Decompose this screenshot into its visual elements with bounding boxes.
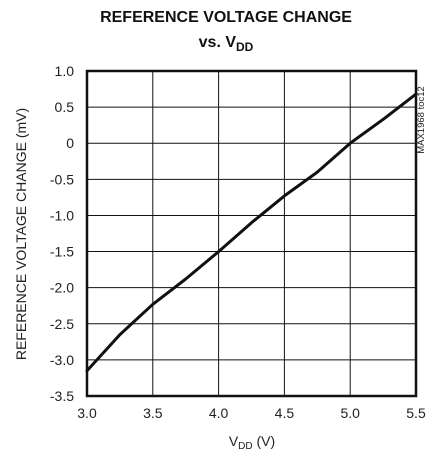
y-tick-label: -1.0 [50,207,74,223]
y-tick-label: -2.5 [50,316,74,332]
chart-title-line2-sub: DD [236,40,254,54]
chart-title-line2: vs. VDD [199,34,254,54]
y-tick-label: -2.0 [50,280,74,296]
y-tick-label: -1.5 [50,244,74,260]
plot-frame [85,69,418,398]
x-tick-label: 3.5 [143,405,163,421]
y-tick-labels: 1.0 0.5 0 -0.5 -1.0 -1.5 -2.0 -2.5 -3.0 -3.5 [50,63,74,404]
chart-title-line2-main: vs. V [199,34,237,51]
x-axis-label-sub: DD [238,441,252,452]
y-tick-label: 0 [66,135,74,151]
figure-code-label: MAX1968 toc12 [416,86,427,154]
x-tick-label: 5.0 [340,405,360,421]
x-axis-label-unit: (V) [253,433,276,449]
x-tick-label: 5.5 [406,405,426,421]
grid [86,70,417,397]
x-tick-label: 3.0 [77,405,97,421]
x-tick-label: 4.5 [275,405,295,421]
chart-title-line1: REFERENCE VOLTAGE CHANGE [100,9,352,26]
x-axis-label: VDD (V) [229,433,275,452]
y-tick-label: 0.5 [55,99,75,115]
y-tick-label: -3.5 [50,388,74,404]
x-tick-label: 4.0 [209,405,229,421]
y-tick-label: -3.0 [50,352,74,368]
x-axis-label-main: V [229,433,239,449]
x-tick-labels: 3.0 3.5 4.0 4.5 5.0 5.5 [77,405,426,421]
y-tick-label: -0.5 [50,171,74,187]
series-line [85,92,418,373]
series-layer [85,92,418,373]
y-axis-label: REFERENCE VOLTAGE CHANGE (mV) [13,108,29,360]
y-tick-label: 1.0 [55,63,75,79]
